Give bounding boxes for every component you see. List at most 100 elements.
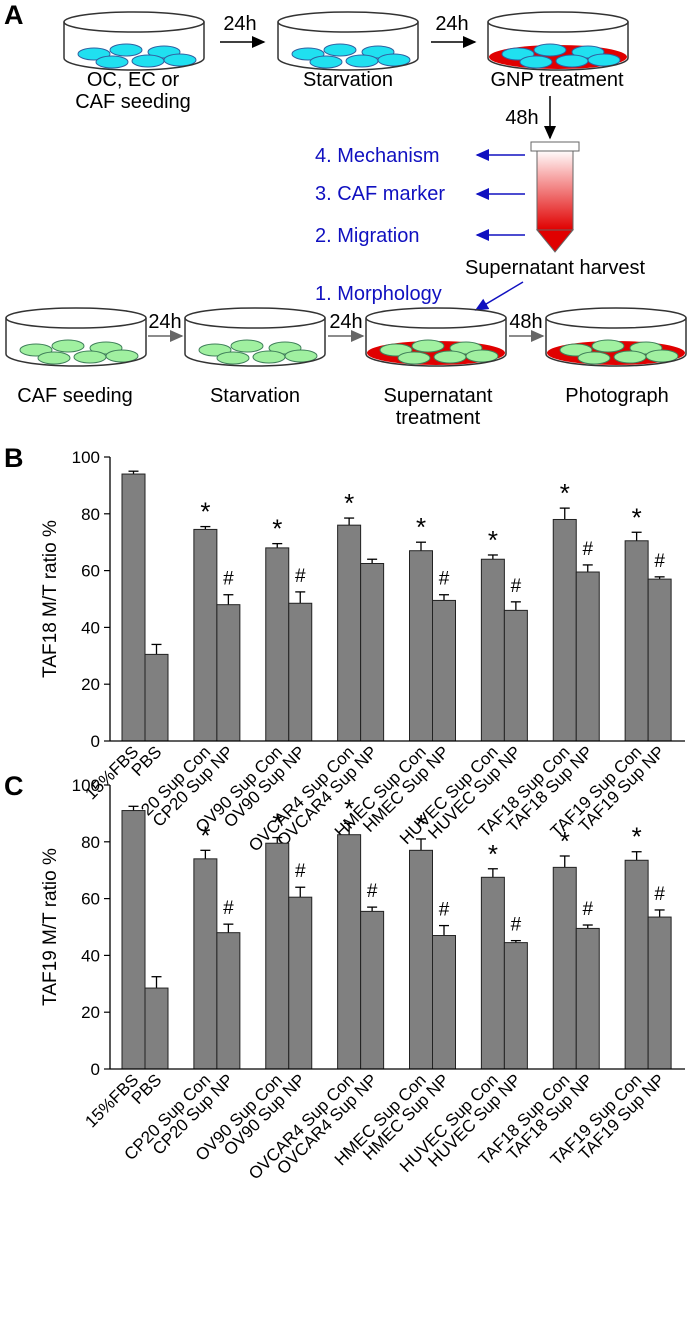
arrow-label: 48h [509, 311, 542, 333]
y-tick-label: 100 [72, 448, 100, 467]
significance-mark: * [200, 820, 210, 850]
bar [216, 604, 241, 742]
dish [488, 12, 628, 70]
bar [265, 842, 290, 1070]
panel-a: A 24h 24h OC, EC or CAF seeding Starvati… [4, 0, 686, 429]
bar [360, 563, 385, 742]
significance-mark: # [511, 915, 522, 936]
significance-mark: * [632, 822, 642, 852]
significance-mark: # [511, 576, 522, 597]
significance-mark: * [272, 514, 282, 544]
significance-mark: * [416, 809, 426, 839]
bar [624, 540, 649, 742]
bar [193, 528, 218, 742]
y-tick-label: 40 [81, 946, 100, 965]
arrow-label: 24h [148, 311, 181, 333]
y-tick-label: 60 [81, 890, 100, 909]
y-tick-label: 0 [91, 732, 100, 751]
bar [265, 547, 290, 742]
significance-mark: * [560, 478, 570, 508]
panel-label: B [4, 443, 24, 473]
significance-mark: * [560, 826, 570, 856]
significance-mark: * [200, 497, 210, 527]
y-tick-label: 60 [81, 562, 100, 581]
significance-mark: # [439, 900, 450, 921]
y-tick-label: 100 [72, 776, 100, 795]
significance-mark: # [295, 566, 306, 587]
dish [278, 12, 418, 70]
bar [503, 609, 528, 742]
bar [337, 834, 362, 1070]
bar [409, 550, 433, 742]
arrow-label: 24h [435, 13, 468, 35]
significance-mark: * [488, 525, 498, 555]
significance-mark: # [223, 569, 234, 590]
bar [288, 896, 313, 1070]
y-axis-label: TAF18 M/T ratio % [40, 520, 61, 678]
dish [64, 12, 204, 70]
significance-mark: # [582, 899, 593, 920]
y-tick-label: 40 [81, 618, 100, 637]
bar [409, 849, 433, 1070]
bar [121, 810, 146, 1070]
dish-label: CAF seeding [17, 385, 133, 407]
y-tick-label: 0 [91, 1060, 100, 1079]
significance-mark: * [488, 839, 498, 869]
bar [575, 571, 600, 742]
significance-mark: # [582, 539, 593, 560]
bar [193, 858, 218, 1070]
bar [360, 910, 385, 1070]
significance-mark: # [439, 569, 450, 590]
panel-label: C [4, 771, 24, 801]
significance-mark: # [654, 551, 665, 572]
bar [144, 653, 169, 742]
assay-label: 3. CAF marker [315, 183, 445, 205]
dish-label: CAF seeding [75, 91, 191, 113]
y-tick-label: 80 [81, 505, 100, 524]
dish [366, 308, 506, 366]
bar [216, 932, 241, 1070]
dish-label: GNP treatment [490, 69, 623, 91]
dish-label: treatment [396, 407, 481, 429]
bar [575, 927, 600, 1070]
significance-mark: * [344, 488, 354, 518]
assay-label: 4. Mechanism [315, 145, 440, 167]
y-axis-label: TAF19 M/T ratio % [40, 848, 61, 1006]
significance-mark: * [272, 808, 282, 838]
dish-label: OC, EC or [87, 69, 180, 91]
significance-mark: * [632, 502, 642, 532]
assay-label: 1. Morphology [315, 283, 442, 305]
bar [121, 473, 146, 742]
significance-mark: # [367, 881, 378, 902]
bar [288, 602, 313, 742]
bar [624, 859, 649, 1070]
dish-label: Starvation [303, 69, 393, 91]
dish-label: Supernatant [384, 385, 493, 407]
y-tick-label: 20 [81, 675, 100, 694]
bar [552, 866, 577, 1070]
bar [144, 987, 169, 1070]
significance-mark: # [223, 898, 234, 919]
bar [647, 578, 672, 742]
dish [546, 308, 686, 366]
significance-mark: # [295, 861, 306, 882]
dish-label: Starvation [210, 385, 300, 407]
bar [647, 916, 672, 1070]
tube [530, 141, 580, 253]
arrow-label: 48h [505, 107, 538, 129]
bar [480, 558, 505, 742]
dish [185, 308, 325, 366]
significance-mark: # [654, 884, 665, 905]
bar [432, 935, 456, 1070]
harvest-label: Supernatant harvest [465, 257, 646, 279]
y-tick-label: 20 [81, 1003, 100, 1022]
bar [480, 876, 505, 1070]
dish [6, 308, 146, 366]
arrow-label: 24h [329, 311, 362, 333]
assay-label: 2. Migration [315, 225, 420, 247]
bar [552, 518, 577, 742]
bar [432, 599, 456, 742]
bar [503, 942, 528, 1070]
arrow-label: 24h [223, 13, 256, 35]
